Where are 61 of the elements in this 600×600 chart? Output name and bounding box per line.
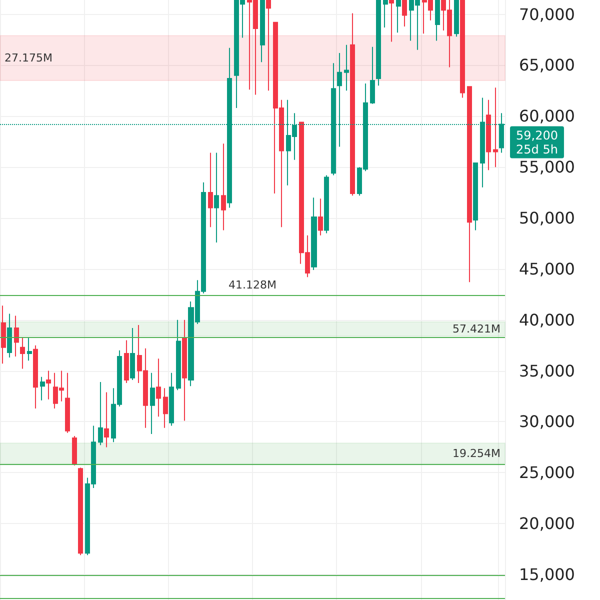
candlestick bbox=[467, 86, 472, 283]
y-tick-label: 40,000 bbox=[519, 310, 575, 330]
band-label: 27.175M bbox=[4, 52, 52, 65]
candlestick bbox=[130, 328, 135, 380]
candlestick bbox=[40, 376, 45, 401]
candlestick bbox=[396, 0, 401, 34]
y-tick-label: 25,000 bbox=[519, 463, 575, 482]
candlestick bbox=[208, 152, 213, 228]
y-tick-label: 15,000 bbox=[519, 565, 575, 584]
candlestick bbox=[33, 344, 38, 409]
candlestick bbox=[14, 315, 19, 358]
candlestick bbox=[383, 0, 388, 28]
candlestick bbox=[1, 305, 6, 364]
y-tick-label: 70,000 bbox=[519, 4, 575, 24]
y-tick-label: 55,000 bbox=[519, 158, 575, 177]
candlestick bbox=[370, 46, 375, 104]
candlestick bbox=[46, 370, 51, 400]
candlestick bbox=[311, 197, 317, 270]
candlestick bbox=[20, 336, 25, 370]
candlestick bbox=[78, 467, 83, 556]
y-tick-label: 50,000 bbox=[519, 208, 575, 228]
candlestick bbox=[350, 12, 355, 196]
candlestick bbox=[169, 372, 174, 426]
candlestick bbox=[221, 143, 226, 231]
candlestick bbox=[486, 99, 491, 171]
candlestick bbox=[7, 313, 12, 358]
y-tick-label: 45,000 bbox=[519, 259, 575, 278]
candlestick bbox=[376, 0, 381, 86]
candlestick bbox=[402, 0, 407, 27]
candlestick bbox=[104, 392, 109, 448]
candlestick bbox=[473, 162, 478, 231]
y-tick-label: 20,000 bbox=[519, 514, 575, 534]
candlestick bbox=[260, 0, 265, 63]
candlestick bbox=[72, 435, 77, 466]
candlestick bbox=[389, 0, 394, 42]
candlestick bbox=[324, 174, 329, 234]
candlestick bbox=[124, 340, 129, 384]
candlestick bbox=[344, 44, 349, 92]
candlestick bbox=[65, 372, 70, 434]
y-tick-label: 30,000 bbox=[519, 412, 575, 432]
candlestick bbox=[176, 319, 181, 391]
band-label: 19.254M bbox=[452, 446, 500, 460]
ref-line-label: 41.128M bbox=[228, 278, 276, 292]
y-tick-label: 60,000 bbox=[519, 106, 575, 126]
candlestick bbox=[214, 152, 219, 243]
ref-line-label: 59,200 25d 5h bbox=[516, 128, 558, 156]
candlestick bbox=[460, 0, 465, 98]
candlestick bbox=[182, 319, 187, 422]
candlestick bbox=[163, 388, 168, 428]
candlestick bbox=[435, 0, 440, 42]
candlestick bbox=[454, 0, 459, 38]
y-tick-label: 65,000 bbox=[519, 56, 575, 75]
candlestick bbox=[318, 198, 323, 236]
candlestick bbox=[266, 0, 271, 92]
candlestick bbox=[27, 336, 32, 362]
band-label: 57.421M bbox=[452, 322, 500, 336]
candlestick bbox=[98, 382, 103, 446]
candlestick bbox=[150, 372, 155, 434]
candlestick bbox=[493, 87, 498, 168]
candlestick bbox=[156, 358, 161, 418]
y-tick-label: 35,000 bbox=[519, 361, 575, 380]
